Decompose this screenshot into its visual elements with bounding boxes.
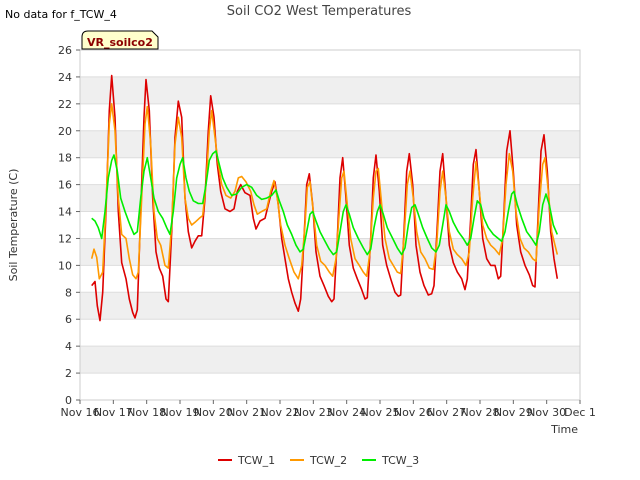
x-tick-label: Nov 18 xyxy=(127,406,166,419)
grid-band xyxy=(80,130,580,158)
y-axis-label: Soil Temperature (C) xyxy=(7,169,20,282)
x-tick-label: Nov 21 xyxy=(227,406,266,419)
badge-label: VR_soilco2 xyxy=(87,36,153,49)
legend-label: TCW_2 xyxy=(309,454,347,467)
grid-band xyxy=(80,76,580,104)
x-tick-label: Nov 30 xyxy=(527,406,566,419)
x-tick-label: Nov 19 xyxy=(161,406,200,419)
grid-band xyxy=(80,184,580,212)
x-tick-label: Nov 25 xyxy=(361,406,400,419)
x-tick-label: Nov 27 xyxy=(427,406,466,419)
y-tick-label: 2 xyxy=(65,367,72,380)
x-axis-label: Time xyxy=(550,423,578,436)
y-tick-label: 20 xyxy=(58,125,72,138)
y-tick-label: 10 xyxy=(58,259,72,272)
plot-background xyxy=(79,49,581,401)
x-tick-label: Nov 23 xyxy=(294,406,333,419)
no-data-note: No data for f_TCW_4 xyxy=(5,8,117,21)
series-lines xyxy=(90,74,559,322)
y-tick-label: 0 xyxy=(65,394,72,407)
x-tick-label: Nov 26 xyxy=(394,406,433,419)
y-tick-label: 22 xyxy=(58,98,72,111)
y-tick-label: 18 xyxy=(58,152,72,165)
grid-band xyxy=(80,292,580,320)
x-tick-label: Nov 16 xyxy=(61,406,100,419)
y-tick-label: 4 xyxy=(65,340,72,353)
y-tick-label: 16 xyxy=(58,179,72,192)
chart-title: Soil CO2 West Temperatures xyxy=(227,4,412,19)
series-line-tcw-2 xyxy=(90,103,559,280)
plot-border xyxy=(79,49,581,401)
plot-area xyxy=(80,50,580,400)
x-tick-label: Nov 20 xyxy=(194,406,233,419)
x-tick-label: Nov 29 xyxy=(494,406,533,419)
legend: TCW_1 TCW_2 TCW_3 xyxy=(218,454,419,467)
series-line-tcw-3 xyxy=(91,150,559,256)
y-tick-label: 12 xyxy=(58,232,72,245)
y-tick-label: 14 xyxy=(58,206,72,219)
x-tick-label: Dec 1 xyxy=(564,406,596,419)
x-tick-label: Nov 17 xyxy=(94,406,133,419)
y-tick-label: 26 xyxy=(58,44,72,57)
x-tick-label: Nov 24 xyxy=(327,406,366,419)
x-tick-label: Nov 28 xyxy=(461,406,500,419)
y-tick-label: 8 xyxy=(65,286,72,299)
station-badge: VR_soilco2 xyxy=(81,30,159,50)
y-tick-label: 24 xyxy=(58,71,72,84)
legend-label: TCW_3 xyxy=(381,454,419,467)
y-tick-label: 6 xyxy=(65,313,72,326)
legend-label: TCW_1 xyxy=(237,454,275,467)
x-tick-label: Nov 22 xyxy=(261,406,300,419)
grid-band xyxy=(80,346,580,374)
